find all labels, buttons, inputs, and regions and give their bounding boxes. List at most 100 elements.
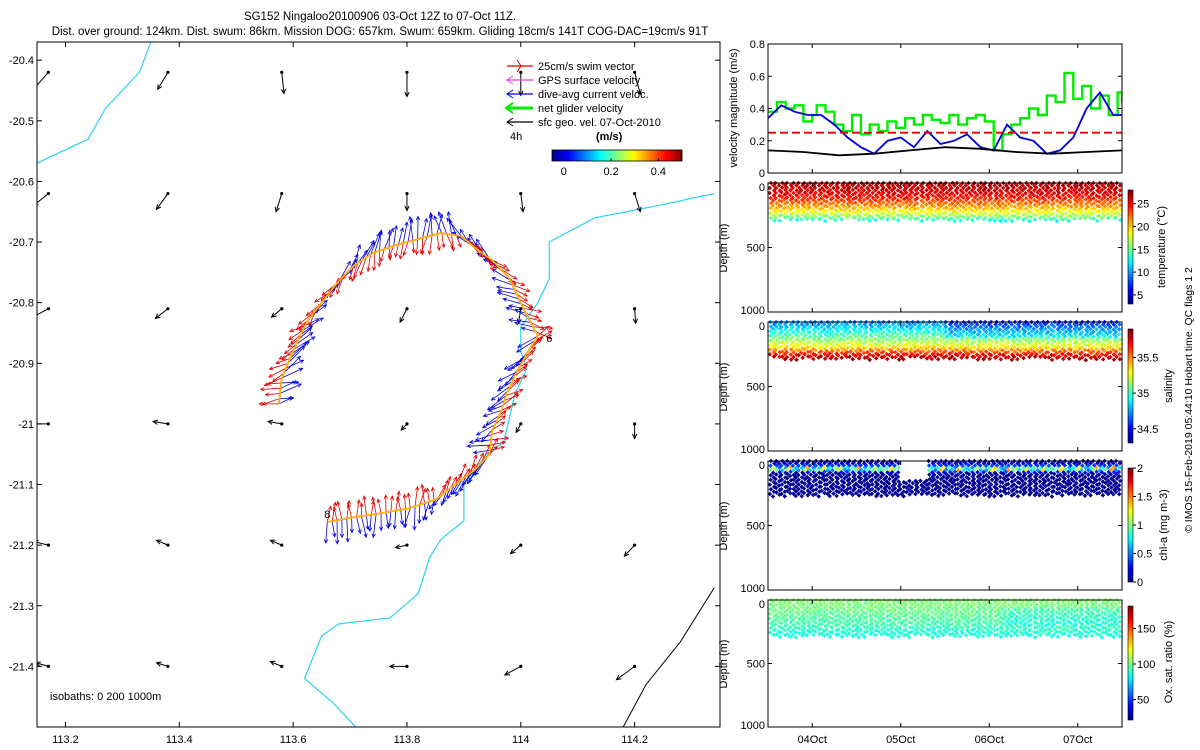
dac-vector bbox=[402, 222, 408, 244]
salinity-point bbox=[1117, 337, 1123, 342]
temperature-point bbox=[1068, 195, 1074, 200]
salinity-point bbox=[858, 329, 863, 334]
time-x-tick-label: 05Oct bbox=[886, 734, 915, 746]
chla-point bbox=[793, 489, 799, 494]
temperature-point bbox=[1051, 206, 1056, 211]
salinity-point bbox=[981, 327, 987, 332]
legend-swim-arrowhead bbox=[516, 59, 522, 73]
swim-vector bbox=[337, 501, 343, 520]
salinity-point bbox=[924, 356, 930, 361]
salinity-point bbox=[921, 353, 927, 359]
swim-vector-head bbox=[258, 401, 264, 406]
dac-vector bbox=[453, 478, 463, 495]
dac-vector-head bbox=[403, 523, 408, 529]
swim-vector bbox=[372, 497, 377, 515]
temperature-point bbox=[1094, 218, 1100, 224]
sfc-vector bbox=[634, 193, 641, 212]
salinity-point bbox=[850, 356, 856, 362]
velocity-series-line bbox=[768, 146, 1122, 157]
salinity-point bbox=[909, 351, 915, 357]
chla-point bbox=[918, 478, 923, 484]
salinity-point bbox=[1068, 347, 1074, 353]
salinity-point bbox=[1055, 326, 1061, 332]
salinity-point bbox=[773, 347, 778, 353]
temperature-point bbox=[1105, 206, 1111, 212]
map-x-tick-label: 113.8 bbox=[394, 734, 421, 746]
swim-vector bbox=[414, 486, 418, 507]
dac-vector-head bbox=[299, 359, 305, 364]
salinity-point bbox=[807, 334, 813, 340]
dac-vector-head bbox=[446, 217, 451, 223]
salinity-point bbox=[1012, 334, 1017, 340]
salinity-point bbox=[1046, 324, 1051, 330]
salinity-point bbox=[808, 354, 813, 359]
salinity-point bbox=[920, 348, 926, 354]
dac-vector-head bbox=[345, 537, 350, 543]
dac-vector-head bbox=[404, 221, 409, 227]
temperature-point bbox=[1080, 213, 1086, 218]
chla-point bbox=[893, 476, 898, 482]
swim-vector-head bbox=[425, 487, 430, 493]
salinity-point bbox=[964, 331, 969, 337]
salinity-point bbox=[830, 339, 836, 344]
dac-vector bbox=[514, 322, 534, 328]
salinity-point bbox=[1035, 338, 1040, 343]
salinity-point bbox=[1049, 322, 1054, 327]
legend-gps-arrowhead bbox=[506, 75, 514, 85]
chla-y-tick-label: 0 bbox=[759, 460, 765, 472]
chla-point bbox=[853, 463, 858, 468]
sfc-vector bbox=[399, 308, 408, 323]
salinity-point bbox=[1051, 329, 1056, 334]
swim-vector bbox=[287, 339, 299, 348]
dac-vector bbox=[433, 215, 443, 234]
salinity-point bbox=[1090, 349, 1096, 354]
oxygen-point bbox=[1089, 633, 1095, 638]
temperature-point bbox=[1051, 200, 1056, 206]
swim-vector-head bbox=[534, 314, 540, 319]
temperature-point bbox=[1100, 183, 1105, 188]
salinity-point bbox=[816, 326, 821, 332]
chla-point bbox=[770, 465, 776, 471]
temperature-point bbox=[1077, 187, 1082, 193]
chla-point bbox=[932, 477, 937, 482]
salinity-point bbox=[774, 338, 779, 343]
chla-point bbox=[813, 472, 819, 478]
dac-vector-head bbox=[496, 387, 502, 392]
salinity-y-tick-label: 1000 bbox=[741, 444, 765, 456]
oxygen-points bbox=[767, 597, 1123, 640]
chla-point bbox=[904, 489, 909, 495]
chla-point bbox=[921, 484, 927, 490]
salinity-point bbox=[1083, 322, 1088, 327]
chla-point bbox=[864, 467, 869, 473]
temperature-point bbox=[1068, 204, 1074, 210]
swim-vector-head bbox=[263, 382, 269, 387]
chla-point bbox=[865, 485, 870, 491]
salinity-point bbox=[813, 338, 819, 344]
salinity-point bbox=[1088, 326, 1093, 332]
chla-point bbox=[890, 483, 895, 489]
salinity-point bbox=[1079, 355, 1085, 360]
salinity-point bbox=[1037, 340, 1043, 346]
dac-vector bbox=[296, 332, 313, 345]
salinity-point bbox=[1009, 347, 1014, 352]
dac-vector bbox=[302, 317, 324, 331]
chla-point bbox=[869, 486, 875, 492]
swim-vector-head bbox=[289, 328, 295, 333]
oxygen-point bbox=[930, 635, 935, 640]
salinity-point bbox=[961, 329, 966, 334]
swim-vector bbox=[436, 234, 440, 251]
swim-vector-head bbox=[288, 335, 293, 341]
salinity-point bbox=[884, 332, 890, 337]
salinity-y-tick-label: 0 bbox=[759, 321, 765, 333]
map-y-tick-label: -20.7 bbox=[9, 237, 34, 249]
temperature-point bbox=[1117, 193, 1122, 198]
dac-vector-head bbox=[365, 525, 370, 531]
swim-vector-head bbox=[501, 415, 507, 420]
chla-point bbox=[808, 472, 813, 477]
salinity-point bbox=[1102, 348, 1107, 353]
chla-point bbox=[830, 486, 836, 492]
swim-vector-head bbox=[547, 335, 553, 340]
salinity-point bbox=[808, 349, 813, 354]
salinity-point bbox=[1080, 340, 1086, 345]
